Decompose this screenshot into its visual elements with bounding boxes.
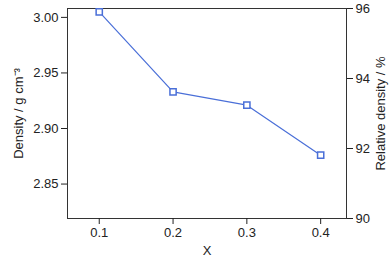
svg-text:0.3: 0.3 xyxy=(238,225,256,240)
svg-text:Density / g cm⁻³: Density / g cm⁻³ xyxy=(11,67,26,158)
svg-text:Relative density / %: Relative density / % xyxy=(373,56,388,171)
svg-text:94: 94 xyxy=(356,71,370,86)
svg-text:96: 96 xyxy=(356,1,370,16)
svg-text:X: X xyxy=(203,243,212,258)
svg-text:2.90: 2.90 xyxy=(33,121,58,136)
svg-text:2.85: 2.85 xyxy=(33,176,58,191)
svg-text:0.4: 0.4 xyxy=(312,225,330,240)
svg-text:90: 90 xyxy=(356,211,370,226)
svg-text:0.1: 0.1 xyxy=(90,225,108,240)
svg-text:3.00: 3.00 xyxy=(33,10,58,25)
svg-text:2.95: 2.95 xyxy=(33,65,58,80)
svg-text:0.2: 0.2 xyxy=(164,225,182,240)
svg-text:92: 92 xyxy=(356,141,370,156)
